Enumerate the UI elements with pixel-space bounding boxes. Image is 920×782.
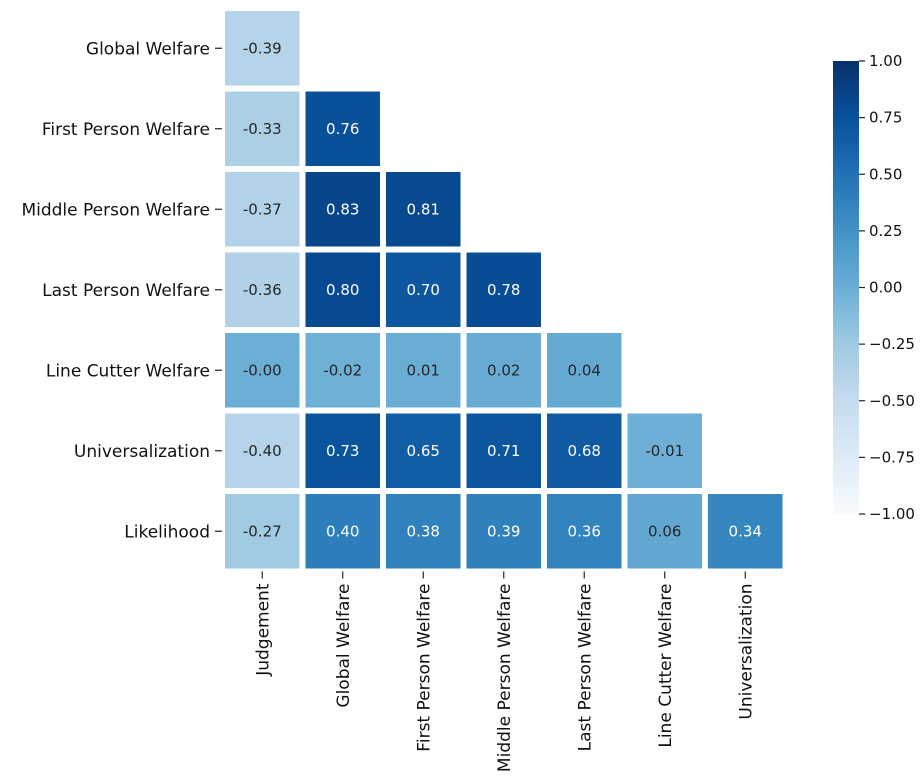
heatmap-cell — [547, 413, 622, 488]
column-label: Judgement — [253, 583, 273, 677]
cell-value-label: -0.01 — [645, 442, 684, 460]
cell-value-label: -0.33 — [243, 120, 282, 138]
heatmap-cell — [386, 333, 461, 408]
cell-value-label: 0.01 — [407, 361, 440, 379]
colorbar-tick-label: 0.00 — [869, 279, 902, 297]
row-label: Middle Person Welfare — [21, 200, 210, 220]
colorbar-tick-label: −0.25 — [869, 335, 915, 353]
cell-value-label: 0.78 — [487, 281, 520, 299]
cell-value-label: 0.73 — [326, 442, 359, 460]
column-label: Line Cutter Welfare — [656, 584, 676, 748]
colorbar: 1.00 0.75 0.50 0.25 0.00 −0.25 −0.50 −0.75 −1.00 — [833, 52, 915, 523]
row-label: Global Welfare — [86, 39, 210, 59]
cell-value-label: 0.81 — [407, 200, 440, 218]
cell-value-label: -0.36 — [243, 281, 282, 299]
heatmap-cell — [225, 494, 300, 569]
heatmap-cell — [547, 494, 622, 569]
heatmap-cell — [225, 413, 300, 488]
colorbar-tick-label: −0.75 — [869, 448, 915, 466]
heatmap-cell — [305, 494, 380, 569]
heatmap-cell — [225, 252, 300, 327]
cell-value-label: 0.70 — [407, 281, 440, 299]
colorbar-tick-label: −1.00 — [869, 505, 915, 523]
colorbar-tick-label: 1.00 — [869, 52, 902, 70]
heatmap-cell — [627, 494, 702, 569]
heatmap-cell — [708, 494, 783, 569]
cell-value-label: 0.71 — [487, 442, 520, 460]
column-label: Global Welfare — [334, 584, 354, 708]
row-label: First Person Welfare — [42, 120, 210, 140]
column-label: First Person Welfare — [414, 584, 434, 752]
heatmap-cell — [466, 252, 541, 327]
row-label: Likelihood — [124, 522, 210, 542]
heatmap-cell — [386, 494, 461, 569]
heatmap-cells: -0.39 -0.33 0.76 -0.37 0.83 0.81 -0.36 0.80 0.70… — [225, 11, 783, 569]
cell-value-label: -0.37 — [243, 200, 282, 218]
cell-value-label: 0.65 — [407, 442, 440, 460]
column-label: Middle Person Welfare — [495, 584, 515, 773]
cell-value-label: -0.40 — [243, 442, 282, 460]
cell-value-label: 0.06 — [648, 522, 681, 540]
row-label: Universalization — [74, 442, 210, 462]
cell-value-label: 0.40 — [326, 522, 359, 540]
heatmap-cell — [305, 252, 380, 327]
heatmap-cell — [305, 333, 380, 408]
heatmap-cell — [466, 333, 541, 408]
cell-value-label: 0.38 — [407, 522, 440, 540]
column-label: Last Person Welfare — [575, 584, 595, 752]
heatmap-cell — [225, 333, 300, 408]
cell-value-label: 0.39 — [487, 522, 520, 540]
cell-value-label: 0.04 — [568, 361, 601, 379]
cell-value-label: 0.68 — [568, 442, 601, 460]
cell-value-label: 0.02 — [487, 361, 520, 379]
colorbar-tick-label: 0.50 — [869, 165, 902, 183]
cell-value-label: 0.34 — [729, 522, 762, 540]
heatmap-cell — [225, 172, 300, 247]
row-label: Line Cutter Welfare — [46, 361, 210, 381]
heatmap-cell — [627, 413, 702, 488]
cell-value-label: -0.27 — [243, 522, 282, 540]
heatmap-cell — [386, 252, 461, 327]
colorbar-gradient — [833, 61, 859, 514]
column-labels: Judgement Global Welfare First Person Welf… — [253, 571, 756, 773]
colorbar-tick-label: 0.25 — [869, 222, 902, 240]
cell-value-label: 0.83 — [326, 200, 359, 218]
cell-value-label: 0.36 — [568, 522, 601, 540]
heatmap-cell — [225, 11, 300, 86]
cell-value-label: 0.76 — [326, 120, 359, 138]
heatmap-cell — [547, 333, 622, 408]
row-labels: Global Welfare First Person Welfare Middle… — [21, 39, 222, 542]
heatmap-cell — [386, 172, 461, 247]
cell-value-label: -0.02 — [323, 361, 362, 379]
heatmap-cell — [305, 413, 380, 488]
cell-value-label: -0.39 — [243, 39, 282, 57]
colorbar-ticks: 1.00 0.75 0.50 0.25 0.00 −0.25 −0.50 −0.75 −1.00 — [859, 52, 915, 523]
heatmap-cell — [466, 413, 541, 488]
cell-value-label: 0.80 — [326, 281, 359, 299]
heatmap-cell — [466, 494, 541, 569]
heatmap-cell — [386, 413, 461, 488]
heatmap-cell — [225, 91, 300, 166]
column-label: Universalization — [736, 584, 756, 720]
cell-value-label: -0.00 — [243, 361, 282, 379]
colorbar-tick-label: 0.75 — [869, 109, 902, 127]
heatmap-cell — [305, 91, 380, 166]
colorbar-tick-label: −0.50 — [869, 392, 915, 410]
heatmap-cell — [305, 172, 380, 247]
row-label: Last Person Welfare — [42, 281, 210, 301]
